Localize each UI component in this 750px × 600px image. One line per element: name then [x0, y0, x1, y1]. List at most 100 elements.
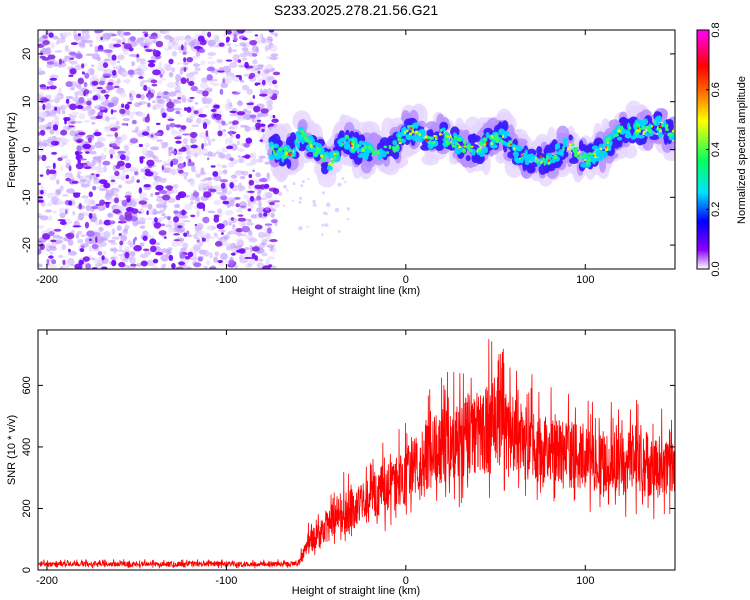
spectrogram-noise-speckle	[210, 165, 216, 168]
spectrogram-noise-speckle	[121, 199, 128, 207]
spectrogram-signal-blob	[392, 139, 398, 146]
spectrogram-noise-blob	[260, 33, 264, 39]
spectrogram-noise-blob	[221, 147, 228, 153]
spectrogram-noise-blob	[251, 152, 257, 160]
spectrogram-noise-speckle	[253, 105, 261, 113]
spectrogram-noise-speckle	[225, 59, 233, 62]
spectrogram-noise-blob	[231, 49, 238, 53]
spectrogram-noise-speckle	[121, 103, 125, 108]
spectrogram-noise-blob	[191, 124, 200, 128]
spectrogram-signal-blob	[478, 148, 481, 151]
spectrogram-noise-blob	[162, 96, 169, 100]
spectrogram-noise-speckle	[272, 188, 280, 195]
spectrogram-noise-speckle	[134, 171, 139, 176]
spectrogram-noise-blob	[84, 237, 94, 245]
spectrogram-noise-speckle	[196, 202, 206, 209]
spectrogram-noise-blob	[203, 177, 212, 181]
spectrogram-noise-blob	[266, 104, 273, 111]
spectrogram-noise-blob	[108, 197, 114, 203]
spectrogram-noise-blob	[194, 102, 199, 105]
spectrogram-noise-speckle	[249, 195, 255, 202]
spectrogram-signal-blob	[383, 145, 388, 149]
spectrogram-noise-speckle	[101, 255, 105, 261]
spectrogram-noise-blob	[122, 79, 131, 83]
spectrogram-noise-blob	[203, 250, 210, 257]
spectrogram-noise-blob	[191, 39, 200, 46]
spectrogram-noise-blob	[144, 142, 151, 148]
spectrogram-noise-blob	[66, 188, 75, 194]
spectrogram-noise-blob	[95, 263, 99, 269]
spectrogram-noise-speckle	[259, 177, 268, 183]
spectrogram-noise-speckle	[103, 75, 111, 78]
spectrogram-noise-blob	[92, 156, 100, 160]
spectrogram-noise-blob	[174, 85, 181, 92]
spectrogram-noise-blob	[48, 215, 53, 222]
spectrogram-noise-blob	[156, 139, 163, 142]
spectrogram-signal-blob	[362, 149, 365, 152]
spectrogram-signal-blob	[353, 147, 360, 151]
spectrogram-noise-speckle	[68, 165, 72, 172]
spectrogram-noise-speckle	[65, 81, 73, 88]
spectrogram-sparse-point	[322, 211, 327, 215]
spectrogram-noise-blob	[185, 155, 191, 161]
spectrogram-noise-blob	[131, 111, 137, 115]
spectrogram-noise-speckle	[188, 81, 195, 87]
spectrogram-sparse-point	[325, 202, 331, 208]
spectrogram-signal-blob	[429, 136, 435, 141]
spectrogram-signal-blob	[618, 126, 623, 130]
spectrogram-signal-blob	[465, 155, 471, 162]
spectrogram-signal-blob	[340, 137, 347, 143]
spectrogram-noise-speckle	[190, 144, 198, 149]
spectrogram-noise-blob	[274, 222, 278, 227]
spectrogram-signal-blob	[358, 140, 363, 145]
spectrogram-noise-blob	[175, 131, 183, 135]
spectrogram-noise-blob	[154, 159, 163, 163]
spectrogram-noise-speckle	[263, 183, 270, 189]
spectrogram-noise-speckle	[197, 35, 205, 43]
spectrogram-noise-speckle	[183, 232, 188, 237]
spectrogram-signal-blob	[309, 144, 313, 148]
spectrogram-signal-blob	[479, 141, 483, 147]
spectrogram-noise-speckle	[143, 84, 148, 92]
spectrogram-noise-blob	[223, 65, 231, 70]
spectrogram-noise-blob	[165, 30, 170, 35]
spectrogram-noise-blob	[263, 95, 269, 101]
spectrogram-signal-blob	[593, 153, 596, 156]
spectrogram-noise-speckle	[127, 69, 135, 76]
spectrogram-noise-blob	[116, 78, 121, 84]
spectrogram-noise-blob	[38, 124, 43, 130]
spectrogram-marks	[38, 30, 675, 269]
spectrogram-noise-blob	[169, 168, 178, 175]
spectrogram-noise-speckle	[219, 179, 229, 183]
spectrogram-signal-blob	[513, 146, 516, 151]
spectrogram-signal-blob	[457, 137, 462, 142]
spectrogram-signal-blob	[283, 146, 288, 150]
spectrogram-noise-blob	[166, 81, 176, 89]
spectrogram-signal-blob	[657, 130, 663, 139]
spectrogram-noise-speckle	[168, 254, 174, 262]
spectrogram-signal-blob	[600, 150, 608, 159]
spectrogram-noise-blob	[264, 161, 270, 165]
spectrogram-noise-speckle	[88, 238, 92, 242]
spectrogram-noise-blob	[255, 46, 260, 54]
spectrogram-noise-speckle	[79, 248, 85, 253]
spectrogram-noise-blob	[239, 255, 244, 261]
spectrogram-noise-blob	[269, 44, 278, 53]
spectrogram-noise-blob	[226, 42, 232, 47]
spectrogram-noise-blob	[157, 90, 163, 97]
spectrogram-signal-blob	[417, 135, 424, 140]
spectrogram-noise-blob	[237, 148, 245, 152]
spectrogram-noise-blob	[152, 264, 158, 269]
spectrogram-noise-blob	[223, 33, 227, 38]
spectrogram-noise-blob	[229, 124, 239, 131]
spectrogram-noise-speckle	[190, 214, 196, 218]
spectrogram-noise-blob	[214, 44, 221, 48]
spectrogram-noise-speckle	[254, 224, 263, 230]
spectrogram-noise-speckle	[171, 263, 176, 269]
spectrogram-signal-blob	[394, 147, 399, 151]
spectrogram-noise-speckle	[142, 235, 148, 242]
spectrogram-noise-speckle	[222, 78, 225, 84]
spectrogram-noise-speckle	[112, 69, 117, 76]
spectrogram-noise-blob	[161, 144, 167, 149]
spectrogram-signal-blob	[599, 157, 607, 173]
